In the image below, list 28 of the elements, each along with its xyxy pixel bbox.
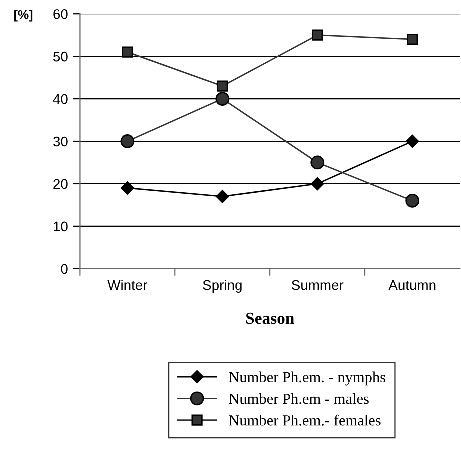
point [312,30,324,41]
legend-label: Number Ph.em. - nymphs [229,372,386,386]
x-axis-title: Season [246,312,294,324]
point [407,34,418,46]
y-axis-title: [%] [14,10,33,22]
y-tick-label: 50 [54,52,68,62]
point [122,46,134,58]
y-tick-label: 0 [61,264,68,274]
point [406,134,420,148]
y-tick-label: 40 [53,94,68,104]
point [120,134,135,148]
point [121,182,134,195]
x-tick-label: Summer [292,280,344,290]
point [216,190,230,204]
legend-label: Number Ph.em - males [229,393,369,404]
point [310,156,325,170]
y-tick-label: 30 [53,136,68,147]
y-tick-label: 20 [54,179,68,190]
x-tick-label: Spring [203,280,242,293]
point [311,177,324,191]
point [406,194,420,208]
x-tick-label: Autumn [388,280,436,290]
y-tick-label: 10 [54,222,68,232]
point [216,92,230,106]
legend-label: Number Ph.em.- females [229,414,381,426]
y-tick-label: 60 [54,9,68,20]
x-tick-label: Winter [108,280,148,290]
point [217,80,228,92]
